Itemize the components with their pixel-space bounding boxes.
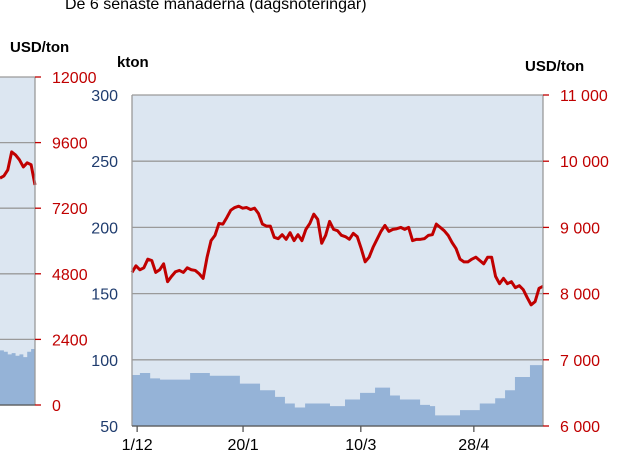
line bbox=[130, 204, 544, 307]
area bbox=[0, 346, 35, 405]
x-tick-label: 1/12 bbox=[122, 437, 153, 454]
y2-tick-label: 0 bbox=[52, 398, 61, 415]
y-tick-label: 200 bbox=[91, 220, 118, 237]
y2-axis-title: USD/ton bbox=[525, 58, 584, 75]
y-tick-label: 250 bbox=[91, 154, 118, 171]
y-tick-label: 50 bbox=[100, 419, 118, 436]
y-tick-label: 100 bbox=[91, 353, 118, 370]
x-tick-label: 28/4 bbox=[458, 437, 489, 454]
chart-title: De 6 senaste månaderna (dagsnoteringar) bbox=[65, 0, 367, 13]
plot bbox=[0, 76, 37, 406]
y2-axis-title: USD/ton bbox=[10, 39, 69, 56]
y2-tick-label: 9 000 bbox=[560, 220, 600, 237]
y2-tick-label: 11 000 bbox=[560, 88, 608, 105]
y2-tick-label: 8 000 bbox=[560, 287, 600, 304]
y2-tick-label: 12000 bbox=[52, 70, 97, 87]
y2-tick-label: 10 000 bbox=[560, 154, 609, 171]
area bbox=[132, 362, 543, 426]
y2-tick-label: 4800 bbox=[52, 267, 88, 284]
plot-background bbox=[132, 95, 543, 426]
plot-background bbox=[0, 77, 35, 405]
y2-tick-label: 7200 bbox=[52, 201, 88, 218]
x-tick-label: 20/1 bbox=[227, 437, 258, 454]
y2-tick-label: 6 000 bbox=[560, 419, 600, 436]
plot bbox=[130, 94, 544, 427]
y2-tick-label: 2400 bbox=[52, 332, 88, 349]
line bbox=[0, 150, 37, 186]
x-tick-label: 10/3 bbox=[345, 437, 376, 454]
y-tick-label: 300 bbox=[91, 88, 118, 105]
y-tick-label: 150 bbox=[91, 287, 118, 304]
y2-tick-label: 9600 bbox=[52, 136, 88, 153]
y2-tick-label: 7 000 bbox=[560, 353, 600, 370]
y-axis-title: kton bbox=[117, 54, 149, 71]
